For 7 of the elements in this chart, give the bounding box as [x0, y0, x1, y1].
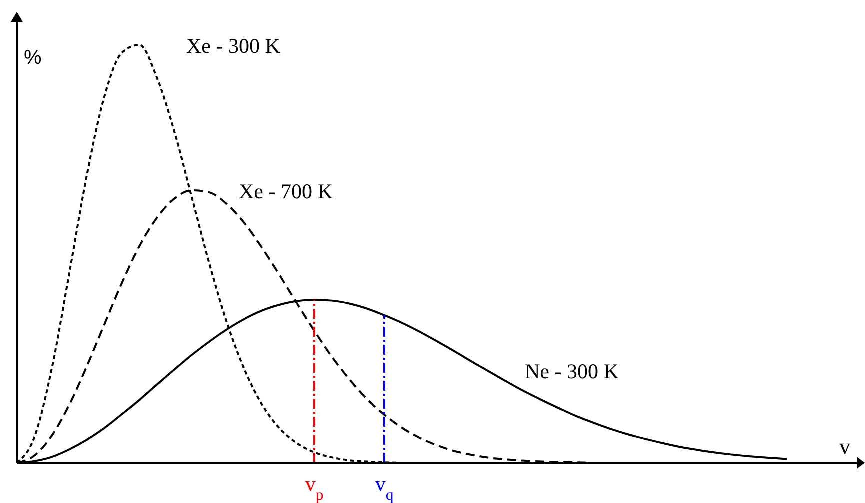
series-label: Ne - 300 K [525, 359, 619, 384]
x-tick-label: v$_{p}$ [305, 472, 324, 503]
x-axis-title: v [840, 434, 850, 459]
x-tick-label: v$_{q}$ [375, 472, 394, 503]
series-label: Xe - 300 K [186, 34, 280, 58]
y-axis-title: % [24, 47, 42, 69]
series-label: Xe - 700 K [239, 179, 333, 204]
